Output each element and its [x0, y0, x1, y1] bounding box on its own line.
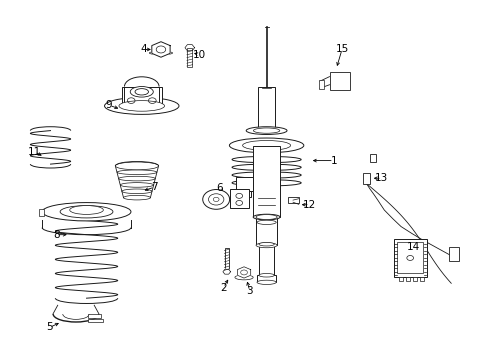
Ellipse shape [257, 220, 276, 224]
Text: 4: 4 [141, 45, 147, 54]
FancyBboxPatch shape [288, 197, 299, 203]
Ellipse shape [115, 162, 159, 170]
Ellipse shape [246, 127, 287, 135]
Text: 11: 11 [28, 147, 41, 157]
Ellipse shape [149, 51, 172, 55]
Text: 9: 9 [106, 100, 112, 110]
Ellipse shape [130, 86, 153, 97]
Ellipse shape [122, 189, 152, 194]
FancyBboxPatch shape [258, 86, 275, 131]
Ellipse shape [253, 128, 280, 133]
Ellipse shape [235, 275, 253, 280]
FancyBboxPatch shape [399, 277, 402, 281]
Polygon shape [152, 42, 170, 57]
Text: 7: 7 [151, 182, 158, 192]
Ellipse shape [135, 89, 148, 95]
FancyBboxPatch shape [449, 247, 459, 261]
Text: 12: 12 [303, 200, 317, 210]
FancyBboxPatch shape [394, 239, 426, 277]
Polygon shape [237, 267, 251, 278]
Ellipse shape [104, 98, 179, 114]
FancyBboxPatch shape [253, 147, 280, 217]
FancyBboxPatch shape [88, 314, 101, 318]
Text: 6: 6 [216, 183, 223, 193]
Circle shape [209, 194, 224, 205]
Ellipse shape [120, 183, 154, 187]
Ellipse shape [119, 101, 165, 111]
Ellipse shape [256, 215, 277, 220]
FancyBboxPatch shape [319, 80, 324, 89]
FancyBboxPatch shape [259, 244, 274, 275]
FancyBboxPatch shape [225, 248, 229, 272]
FancyBboxPatch shape [187, 48, 192, 67]
FancyBboxPatch shape [256, 216, 277, 245]
Ellipse shape [60, 206, 113, 218]
FancyBboxPatch shape [236, 177, 253, 191]
Ellipse shape [117, 170, 157, 175]
Ellipse shape [229, 138, 304, 153]
FancyBboxPatch shape [239, 190, 251, 197]
FancyBboxPatch shape [257, 275, 276, 282]
Circle shape [203, 189, 230, 209]
Circle shape [213, 197, 219, 202]
Ellipse shape [243, 140, 291, 150]
Text: 13: 13 [375, 173, 389, 183]
Text: 10: 10 [193, 50, 206, 60]
FancyBboxPatch shape [122, 86, 162, 106]
FancyBboxPatch shape [363, 173, 370, 184]
FancyBboxPatch shape [39, 209, 44, 216]
FancyBboxPatch shape [88, 319, 103, 322]
Text: 5: 5 [46, 323, 53, 333]
Text: 3: 3 [246, 286, 253, 296]
Ellipse shape [70, 206, 103, 215]
Polygon shape [185, 45, 195, 51]
Ellipse shape [257, 280, 276, 284]
Text: 1: 1 [331, 156, 337, 166]
FancyBboxPatch shape [406, 277, 410, 281]
FancyBboxPatch shape [397, 242, 423, 274]
FancyBboxPatch shape [370, 153, 376, 162]
Text: 14: 14 [406, 242, 420, 252]
Ellipse shape [256, 243, 277, 248]
Text: 8: 8 [53, 230, 60, 240]
Ellipse shape [259, 274, 274, 277]
FancyBboxPatch shape [420, 277, 424, 281]
Polygon shape [223, 269, 231, 274]
Ellipse shape [42, 203, 131, 221]
Text: 15: 15 [335, 45, 348, 54]
FancyBboxPatch shape [230, 189, 249, 208]
Ellipse shape [116, 163, 158, 168]
Ellipse shape [253, 214, 280, 220]
Ellipse shape [119, 176, 155, 181]
Ellipse shape [123, 195, 150, 200]
FancyBboxPatch shape [329, 72, 350, 90]
FancyBboxPatch shape [413, 277, 417, 281]
Text: 2: 2 [220, 283, 227, 293]
Ellipse shape [259, 242, 274, 246]
